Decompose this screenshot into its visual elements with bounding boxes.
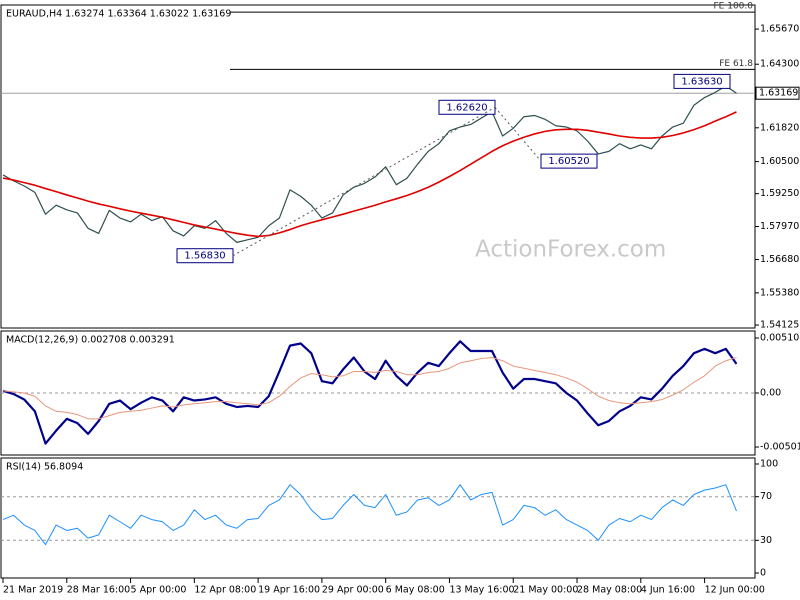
y-tick-label: -0.005019 (760, 442, 800, 453)
y-tick-label: 1.61820 (760, 122, 799, 133)
swing-connector (494, 106, 542, 162)
y-tick-label: 1.59250 (760, 188, 799, 199)
y-tick-label: 0.00 (760, 388, 781, 399)
x-tick-label: 21 May 00:00 (513, 585, 578, 596)
fibo-label: FE 100.0 (714, 2, 754, 12)
annotation-label: 1.62620 (446, 102, 487, 113)
y-tick-label: 30 (760, 535, 772, 546)
annotation-label: 1.56830 (184, 251, 225, 262)
x-tick-label: 5 Apr 00:00 (131, 585, 187, 596)
swing-connector (232, 106, 496, 257)
y-tick-label: 100 (760, 458, 778, 469)
y-tick-label: 1.57970 (760, 221, 799, 232)
y-tick-label: 1.54125 (760, 320, 799, 331)
y-tick-label: 1.65670 (760, 24, 799, 35)
y-tick-label: 1.64300 (760, 59, 799, 70)
current-price-tag (755, 86, 800, 100)
annotation-label: 1.60520 (548, 156, 589, 167)
panel-frame (0, 4, 756, 329)
y-tick-label: 70 (760, 491, 772, 502)
y-tick-label: 1.55380 (760, 287, 799, 298)
y-tick-label: 0 (760, 567, 766, 578)
panel-title: RSI(14) 56.8094 (6, 462, 83, 473)
y-tick-label: 0.005108 (760, 333, 800, 344)
series-line (2, 356, 737, 420)
x-tick-label: 19 Apr 16:00 (258, 585, 320, 596)
x-tick-label: 28 May 08:00 (577, 585, 642, 596)
current-price-label: 1.63169 (759, 88, 798, 99)
x-tick-label: 12 Jun 00:00 (705, 585, 765, 596)
annotation-label: 1.63630 (681, 76, 722, 87)
panel-frame (0, 457, 756, 579)
x-tick-label: 13 May 16:00 (449, 585, 514, 596)
y-tick-label: 1.56680 (760, 254, 799, 265)
x-tick-label: 12 Apr 08:00 (194, 585, 256, 596)
x-tick-label: 21 Mar 2019 (3, 585, 63, 596)
panel-title: EURAUD,H4 1.63274 1.63364 1.63022 1.6316… (6, 9, 231, 20)
x-tick-label: 4 Jun 16:00 (641, 585, 695, 596)
series-line (2, 111, 737, 238)
y-tick-label: 1.60500 (760, 156, 799, 167)
x-tick-label: 28 Mar 16:00 (67, 585, 130, 596)
series-line (2, 484, 737, 546)
series-line (2, 340, 738, 445)
series-line (2, 85, 737, 243)
x-tick-label: 6 May 08:00 (386, 585, 445, 596)
fibo-label: FE 61.8 (719, 59, 753, 69)
x-tick-label: 29 Apr 00:00 (322, 585, 384, 596)
panel-title: MACD(12,26,9) 0.002708 0.003291 (6, 335, 175, 346)
watermark: ActionForex.com (475, 237, 666, 263)
annotation-box (673, 73, 731, 89)
